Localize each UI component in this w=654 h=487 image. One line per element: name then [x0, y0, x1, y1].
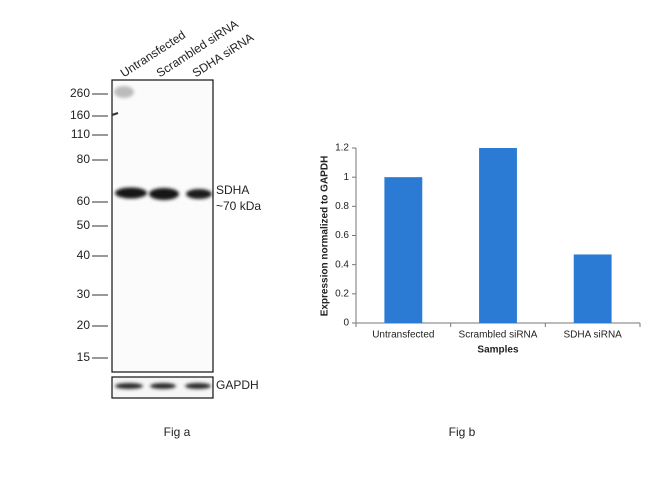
- caption: Fig b: [449, 425, 476, 439]
- band: [150, 383, 176, 389]
- bar: [479, 148, 517, 323]
- y-tick-label: 1: [343, 172, 349, 183]
- bar: [384, 177, 423, 323]
- marker-label: 160: [70, 108, 90, 122]
- blot-smudge: [114, 86, 134, 98]
- band: [115, 187, 147, 199]
- marker-label: 40: [77, 248, 91, 262]
- marker-label: 80: [77, 152, 91, 166]
- bands: [115, 187, 212, 389]
- target-label: SDHA: [216, 183, 249, 197]
- marker-label: 260: [70, 86, 90, 100]
- caption: Fig a: [164, 425, 191, 439]
- marker-label: 30: [77, 287, 91, 301]
- y-axis-label: Expression normalized to GAPDH: [320, 156, 331, 317]
- loading-label: GAPDH: [216, 378, 259, 392]
- band: [185, 383, 211, 389]
- x-tick-label: Untransfected: [372, 330, 434, 341]
- marker-label: 15: [77, 350, 91, 364]
- marker-label: 60: [77, 194, 91, 208]
- y-tick-label: 0: [343, 318, 349, 329]
- y-tick-label: 0.8: [335, 201, 349, 212]
- marker-label: 110: [71, 127, 90, 141]
- y-tick-label: 0.2: [335, 288, 349, 299]
- band: [186, 189, 212, 199]
- marker-label: 50: [77, 218, 91, 232]
- bar: [573, 254, 612, 323]
- band: [149, 188, 179, 200]
- blot-panel: [111, 79, 214, 373]
- y-tick-label: 1.2: [335, 143, 349, 154]
- target-size: ~70 kDa: [216, 199, 261, 213]
- x-tick-label: Scrambled siRNA: [459, 330, 538, 341]
- y-tick-label: 0.6: [335, 230, 349, 241]
- y-tick-label: 0.4: [335, 259, 349, 270]
- band: [115, 383, 143, 389]
- x-axis-label: Samples: [477, 345, 519, 356]
- marker-dot: [111, 112, 119, 116]
- x-tick-label: SDHA siRNA: [563, 330, 622, 341]
- marker-label: 20: [77, 318, 91, 332]
